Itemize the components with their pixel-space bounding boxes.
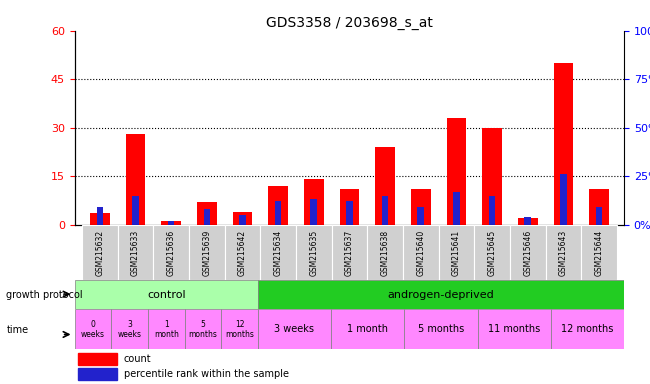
- Bar: [161, 222, 181, 225]
- FancyBboxPatch shape: [439, 225, 474, 280]
- FancyBboxPatch shape: [581, 225, 617, 280]
- Bar: [411, 189, 430, 225]
- Bar: [339, 189, 359, 225]
- Bar: [311, 199, 317, 225]
- Bar: [197, 202, 216, 225]
- Bar: [90, 214, 109, 225]
- Text: 11 months: 11 months: [488, 324, 540, 334]
- Text: GSM215632: GSM215632: [95, 229, 104, 276]
- Bar: [203, 209, 210, 225]
- Bar: [221, 309, 258, 349]
- FancyBboxPatch shape: [403, 225, 439, 280]
- FancyBboxPatch shape: [82, 225, 118, 280]
- Text: GSM215641: GSM215641: [452, 229, 461, 276]
- Bar: [482, 128, 502, 225]
- Text: control: control: [147, 290, 186, 300]
- FancyBboxPatch shape: [332, 225, 367, 280]
- Bar: [346, 201, 352, 225]
- Text: GSM215646: GSM215646: [523, 229, 532, 276]
- Bar: [560, 174, 567, 225]
- Bar: [258, 280, 624, 309]
- Bar: [478, 309, 551, 349]
- Bar: [518, 218, 538, 225]
- FancyBboxPatch shape: [545, 225, 581, 280]
- Bar: [596, 207, 603, 225]
- FancyBboxPatch shape: [224, 225, 260, 280]
- Text: GSM215642: GSM215642: [238, 229, 247, 276]
- Bar: [375, 147, 395, 225]
- Bar: [404, 309, 478, 349]
- Text: GSM215640: GSM215640: [416, 229, 425, 276]
- Text: GSM215637: GSM215637: [345, 229, 354, 276]
- Bar: [148, 309, 185, 349]
- FancyBboxPatch shape: [189, 225, 224, 280]
- Bar: [78, 367, 117, 379]
- Bar: [331, 309, 404, 349]
- FancyBboxPatch shape: [510, 225, 545, 280]
- Text: 5 months: 5 months: [418, 324, 464, 334]
- Text: growth protocol: growth protocol: [6, 290, 83, 300]
- Text: GSM215644: GSM215644: [595, 229, 604, 276]
- Text: GSM215639: GSM215639: [202, 229, 211, 276]
- FancyBboxPatch shape: [153, 225, 189, 280]
- Bar: [551, 309, 624, 349]
- Title: GDS3358 / 203698_s_at: GDS3358 / 203698_s_at: [266, 16, 433, 30]
- Bar: [453, 192, 460, 225]
- Text: GSM215636: GSM215636: [166, 229, 176, 276]
- Text: 12 months: 12 months: [561, 324, 614, 334]
- Text: GSM215634: GSM215634: [274, 229, 283, 276]
- Bar: [382, 195, 388, 225]
- Text: count: count: [124, 354, 151, 364]
- Text: time: time: [6, 325, 29, 335]
- Text: GSM215643: GSM215643: [559, 229, 568, 276]
- Bar: [268, 186, 288, 225]
- Bar: [417, 207, 424, 225]
- Bar: [185, 309, 221, 349]
- Text: 5
months: 5 months: [188, 319, 217, 339]
- Text: GSM215645: GSM215645: [488, 229, 497, 276]
- Text: GSM215635: GSM215635: [309, 229, 318, 276]
- Bar: [275, 201, 281, 225]
- Bar: [447, 118, 466, 225]
- FancyBboxPatch shape: [296, 225, 332, 280]
- Bar: [125, 134, 145, 225]
- Text: 12
months: 12 months: [225, 319, 254, 339]
- Text: GSM215633: GSM215633: [131, 229, 140, 276]
- Text: 0
weeks: 0 weeks: [81, 319, 105, 339]
- Bar: [78, 353, 117, 365]
- Bar: [75, 309, 111, 349]
- Bar: [111, 309, 148, 349]
- Bar: [75, 280, 258, 309]
- Text: 1
month: 1 month: [154, 319, 179, 339]
- Bar: [132, 195, 138, 225]
- Text: 3
weeks: 3 weeks: [118, 319, 142, 339]
- Bar: [96, 207, 103, 225]
- Text: percentile rank within the sample: percentile rank within the sample: [124, 369, 289, 379]
- FancyBboxPatch shape: [260, 225, 296, 280]
- FancyBboxPatch shape: [118, 225, 153, 280]
- FancyBboxPatch shape: [474, 225, 510, 280]
- Bar: [304, 179, 324, 225]
- FancyBboxPatch shape: [367, 225, 403, 280]
- Bar: [168, 221, 174, 225]
- Bar: [525, 217, 531, 225]
- Bar: [489, 195, 495, 225]
- Text: androgen-deprived: androgen-deprived: [387, 290, 494, 300]
- Bar: [554, 63, 573, 225]
- Text: 3 weeks: 3 weeks: [274, 324, 315, 334]
- Bar: [233, 212, 252, 225]
- Bar: [239, 215, 246, 225]
- Bar: [590, 189, 609, 225]
- Bar: [258, 309, 331, 349]
- Text: 1 month: 1 month: [347, 324, 388, 334]
- Text: GSM215638: GSM215638: [380, 229, 389, 276]
